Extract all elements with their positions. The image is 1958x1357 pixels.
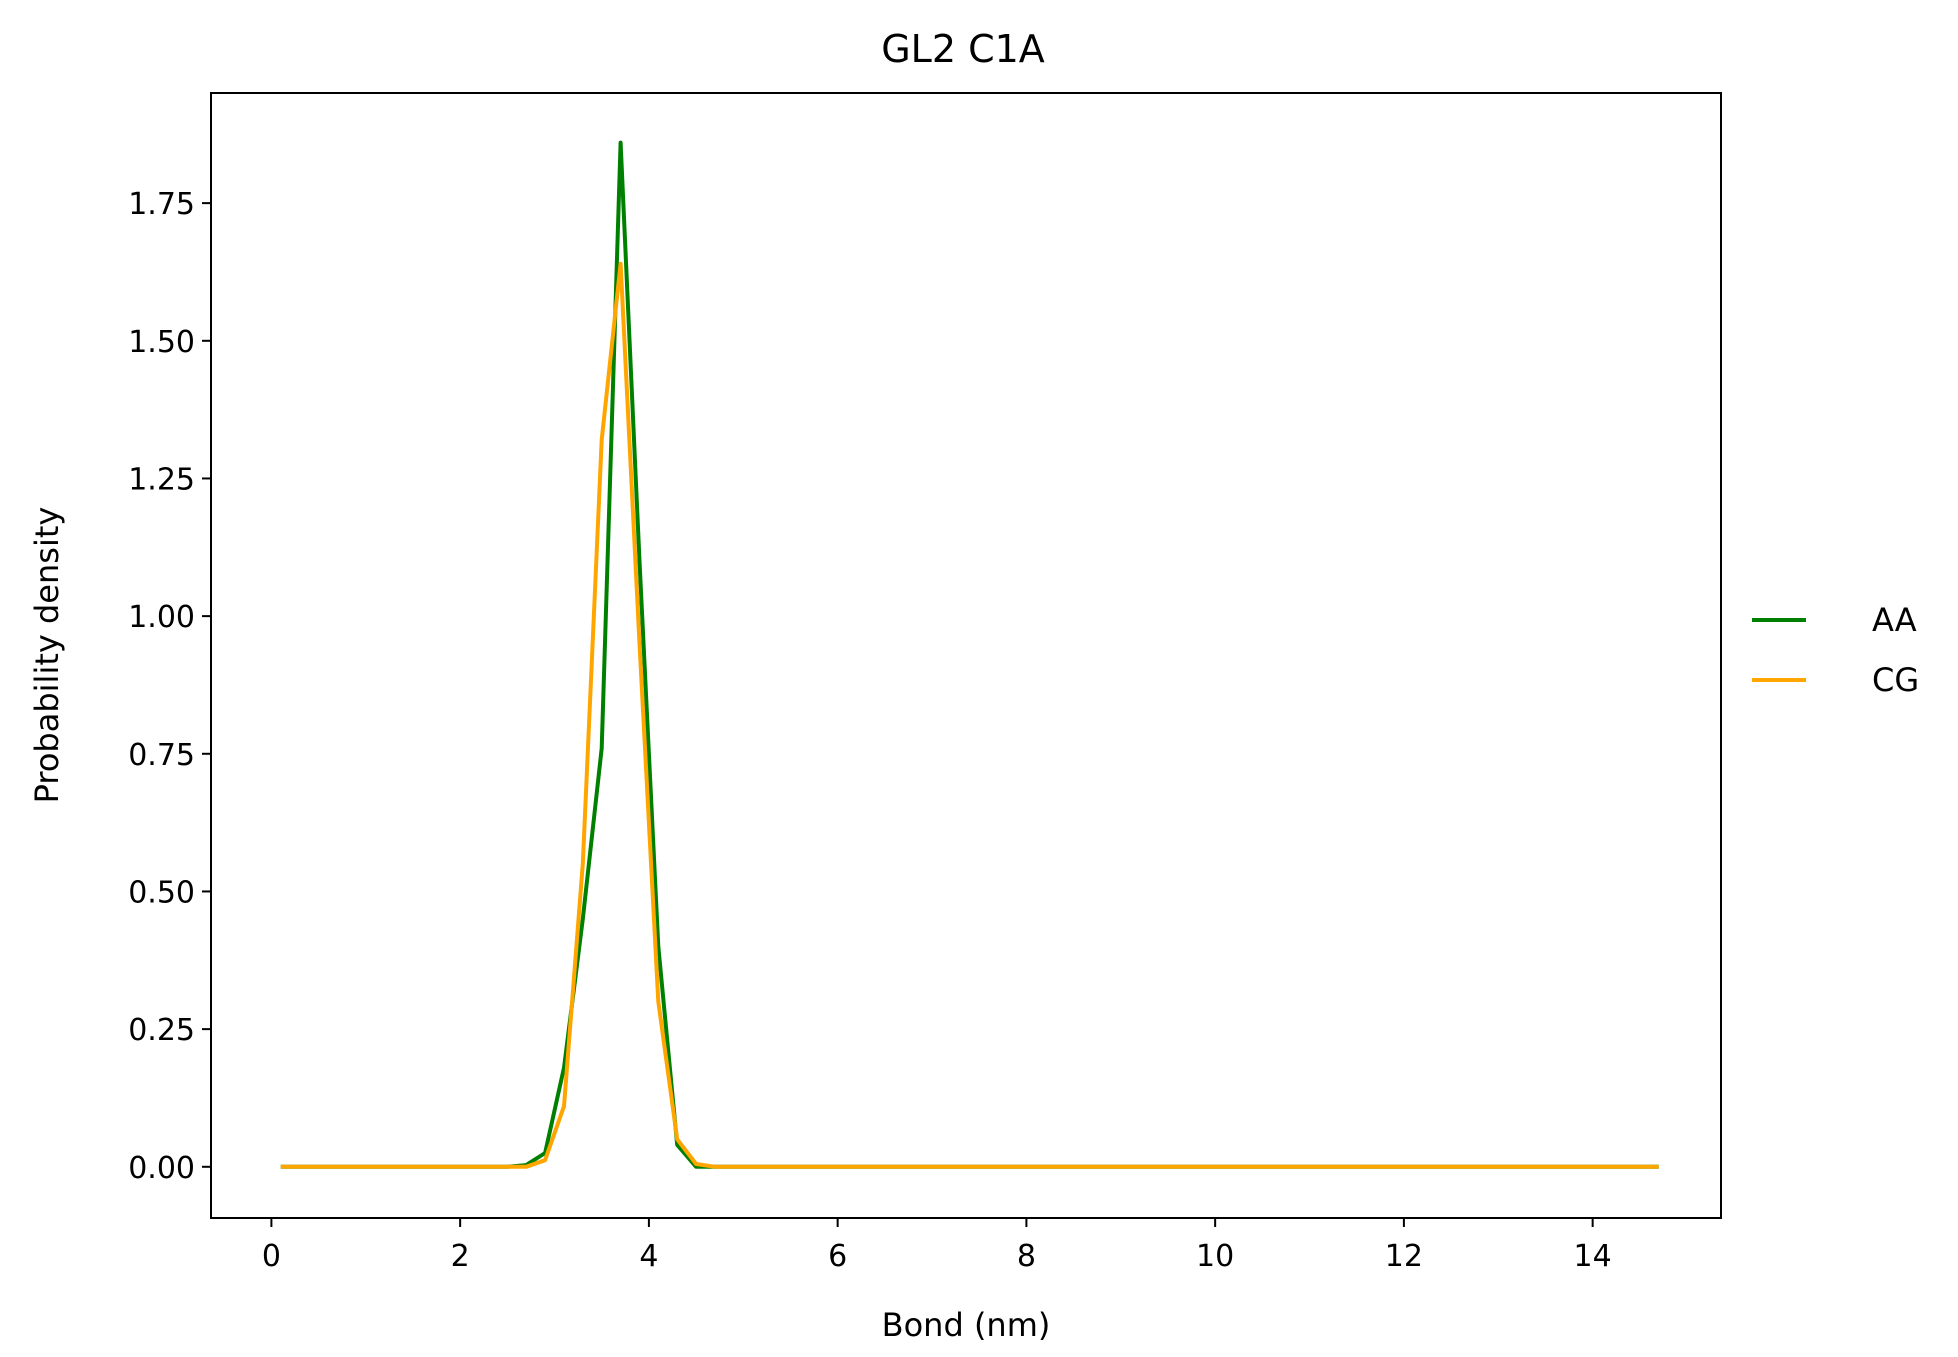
legend-label-cg: CG [1872, 661, 1919, 699]
x-tick-label: 14 [1574, 1239, 1612, 1274]
x-tick-label: 8 [1017, 1239, 1036, 1274]
chart-title: GL2 C1A [881, 27, 1045, 71]
legend: AA CG [1752, 601, 1919, 699]
x-tick-label: 10 [1196, 1239, 1234, 1274]
y-tick-label: 0.50 [128, 875, 195, 910]
x-tick-label: 0 [262, 1239, 281, 1274]
x-axis-label: Bond (nm) [882, 1306, 1051, 1344]
y-axis-label: Probability density [28, 507, 66, 804]
x-tick-label: 4 [639, 1239, 658, 1274]
y-tick-label: 1.50 [128, 325, 195, 360]
y-tick-label: 1.00 [128, 600, 195, 635]
legend-label-aa: AA [1872, 601, 1917, 639]
plot-series [280, 140, 1659, 1169]
series-line-cg [280, 261, 1659, 1169]
y-tick-label: 0.75 [128, 738, 195, 773]
y-tick-label: 0.00 [128, 1151, 195, 1186]
y-tick-label: 0.25 [128, 1013, 195, 1048]
x-axis: 0 2 4 6 8 10 12 14 [262, 1218, 1612, 1274]
y-axis: 0.00 0.25 0.50 0.75 1.00 1.25 1.50 1.75 [128, 187, 211, 1186]
x-tick-label: 6 [828, 1239, 847, 1274]
plot-frame [210, 92, 1722, 1219]
y-tick-label: 1.75 [128, 187, 195, 222]
x-tick-label: 12 [1385, 1239, 1423, 1274]
x-tick-label: 2 [451, 1239, 470, 1274]
y-tick-label: 1.25 [128, 462, 195, 497]
